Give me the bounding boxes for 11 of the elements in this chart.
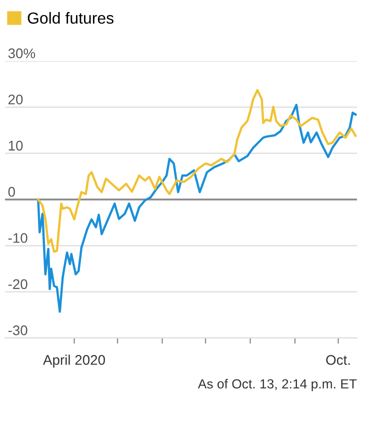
y-tick-label: -20 bbox=[8, 279, 28, 290]
text: As of Oct. 13, 2:14 p.m. ET bbox=[198, 378, 357, 392]
y-tick-label: 0 bbox=[8, 186, 15, 197]
y-tick-label: -30 bbox=[8, 325, 28, 336]
legend-label: Gold futures bbox=[28, 12, 114, 24]
y-tick-label: -10 bbox=[8, 233, 28, 243]
x-tick-label: Oct. bbox=[326, 355, 350, 365]
y-tick-label: 20 bbox=[8, 94, 23, 104]
y-tick-label: 10 bbox=[8, 140, 23, 151]
y-tick-label: 30% bbox=[8, 48, 36, 58]
x-tick-label: April 2020 bbox=[43, 354, 105, 368]
